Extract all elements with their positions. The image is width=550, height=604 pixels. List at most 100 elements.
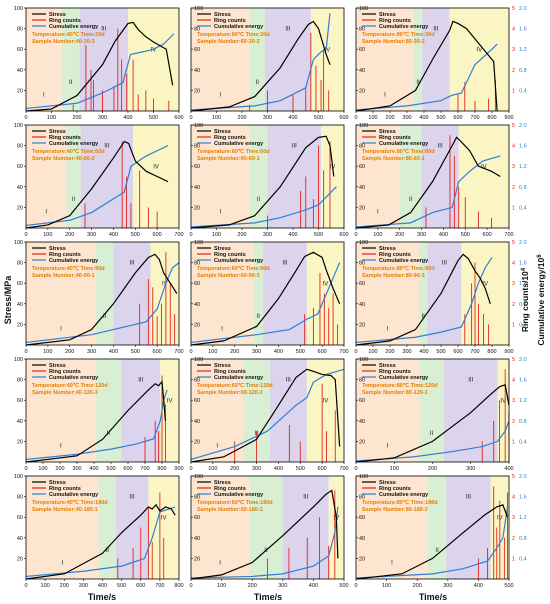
- panel-13-ytick-label-2: 60: [17, 515, 23, 521]
- panel-8-ytick-label-1: 40: [194, 302, 200, 308]
- panel-10-legend-label-2: Ring counts: [49, 369, 81, 375]
- y-axis-label-ring: Ring counts/104: [520, 267, 530, 332]
- panel-11-ytick-label-3: 80: [194, 378, 200, 384]
- panel-3-energy-tick-label-2: 1.2: [519, 47, 527, 53]
- panel-4-sample-label: Sample Number:40-60-2: [32, 156, 95, 162]
- panel-9-frame: [355, 241, 510, 346]
- panel-6-xtick-label-3: 300: [417, 232, 426, 238]
- panel-2-stage-label-2: II: [256, 80, 260, 86]
- panel-7-xtick-label-5: 500: [131, 349, 140, 355]
- panel-6-xtick-label-6: 600: [483, 232, 492, 238]
- panel-6-ytick-label-2: 60: [359, 164, 365, 170]
- panel-4-stage-2: [66, 125, 81, 228]
- panel-15-ring-bars: [477, 486, 508, 579]
- x-axis-label-left: Time/s: [88, 592, 116, 602]
- panel-13-xtick-label-8: 800: [174, 583, 183, 589]
- panel-5-ytick-label-3: 80: [194, 144, 200, 150]
- panel-1-ytick-label-0: 20: [17, 88, 23, 94]
- panel-10-stage-label-2: II: [107, 431, 111, 437]
- panel-4-frame: [25, 124, 180, 229]
- panel-4-xtick-label-7: 700: [174, 232, 183, 238]
- panel-9-stage-2: [418, 242, 428, 345]
- panel-3-stage-1: [356, 8, 414, 111]
- panel-15-stage-2: [427, 476, 447, 579]
- panel-8-stage-2: [253, 242, 264, 345]
- panel-6-stage-label-4: IV: [481, 164, 487, 170]
- panel-13-stage-label-1: I: [62, 561, 64, 567]
- panel-7-ytick-label-0: 20: [17, 322, 23, 328]
- panel-1-ytick-label-1: 40: [17, 68, 23, 74]
- panel-3-energy-tick-label-4: 2.0: [519, 6, 527, 12]
- panel-3-stage-label-1: I: [384, 93, 386, 99]
- panel-5-legend-label-3: Cumulative energy: [214, 141, 264, 147]
- panel-9-ytick-label-3: 80: [359, 261, 365, 267]
- panel-11-legend-label-1: Stress: [214, 363, 231, 369]
- panel-10-ytick-label-4: 100: [14, 357, 23, 363]
- panel-5-stage-label-1: I: [219, 210, 221, 216]
- panel-7-legend-label-1: Stress: [49, 246, 66, 252]
- panel-1-stage-label-1: I: [43, 93, 45, 99]
- panel-13-xtick-label-2: 200: [60, 583, 69, 589]
- panel-2-ring-bars: [249, 32, 330, 111]
- panel-10-ytick-label-2: 60: [17, 398, 23, 404]
- panel-8-stage-label-2: II: [257, 314, 261, 320]
- panel-15-stage-label-3: III: [466, 495, 471, 501]
- panel-6-xtick-label-5: 500: [461, 232, 470, 238]
- panel-15-stage-label-2: II: [435, 548, 439, 554]
- panel-4-stage-label-2: II: [72, 197, 76, 203]
- panel-2-legend-label-2: Ring counts: [214, 18, 246, 24]
- panel-4-condition-label: Temperature:40℃ Time:60d: [32, 148, 105, 155]
- panel-9-energy-tick-label-0: 0.4: [519, 322, 527, 328]
- panel-1-legend-label-1: Stress: [49, 12, 66, 18]
- panel-12-condition-label: Temperature:80℃ Time:120d: [362, 382, 438, 389]
- panel-5-xtick-label-2: 200: [237, 232, 246, 238]
- panel-14-legend-label-3: Cumulative energy: [214, 492, 264, 498]
- panel-8-stress-line: [190, 251, 341, 346]
- panel-14-xtick-label-1: 100: [217, 583, 226, 589]
- panel-3-xtick-label-1: 100: [368, 115, 377, 121]
- panel-3-xtick-label-8: 800: [487, 115, 496, 121]
- panel-9-stage-label-3: III: [442, 261, 447, 267]
- panel-3-energy-line: [355, 43, 498, 111]
- panel-7-stress-line: [25, 253, 178, 346]
- panel-15-xtick-label-2: 200: [413, 583, 422, 589]
- panel-2-stage-1: [191, 8, 250, 111]
- panel-15: IIIIIIIV01002003004005002040608010012345…: [354, 474, 526, 589]
- panel-10-stage-4: [160, 359, 179, 462]
- panel-6-xtick-label-7: 700: [504, 232, 513, 238]
- panel-15-legend-label-2: Ring counts: [379, 486, 411, 492]
- panel-8-legend-label-3: Cumulative energy: [214, 258, 264, 264]
- panel-15-legend-label-3: Cumulative energy: [379, 492, 429, 498]
- panel-15-energy-tick-label-0: 0.4: [519, 556, 527, 562]
- panel-12-legend-label-3: Cumulative energy: [379, 375, 429, 381]
- panel-3-xtick-label-7: 700: [470, 115, 479, 121]
- panel-2-xtick-label-4: 400: [288, 115, 297, 121]
- panel-3-legend-label-3: Cumulative energy: [379, 24, 429, 30]
- panel-15-energy-tick-label-2: 1.2: [519, 515, 527, 521]
- panel-2-stage-2: [249, 8, 265, 111]
- panel-10-energy-line: [25, 389, 168, 461]
- panel-2-stage-3: [264, 8, 311, 111]
- panel-9-energy-line: [355, 257, 493, 344]
- panel-4-ytick-label-0: 20: [17, 205, 23, 211]
- panel-9-ytick-label-1: 40: [359, 302, 365, 308]
- panel-1-legend-label-3: Cumulative energy: [49, 24, 99, 30]
- panel-3-xtick-label-3: 300: [402, 115, 411, 121]
- panel-3-stage-3: [422, 8, 450, 111]
- panel-11-xtick-label-3: 300: [252, 466, 261, 472]
- panel-9-xtick-label-3: 300: [402, 349, 411, 355]
- panel-6-frame: [355, 124, 510, 229]
- panel-14-ytick-label-1: 40: [194, 536, 200, 542]
- panel-13-xtick-label-1: 100: [41, 583, 50, 589]
- panel-6-stage-4: [458, 125, 509, 228]
- panel-14-ytick-label-3: 80: [194, 495, 200, 501]
- panel-5-stage-label-3: III: [292, 144, 297, 150]
- panel-4-stage-label-4: IV: [153, 164, 159, 170]
- panel-8-xtick-label-0: 0: [189, 349, 192, 355]
- panel-13-legend-label-3: Cumulative energy: [49, 492, 99, 498]
- panel-14-stage-label-3: III: [303, 495, 308, 501]
- panel-9-xtick-label-9: 900: [504, 349, 513, 355]
- panel-10-condition-label: Temperature:40℃ Time:120d: [32, 382, 108, 389]
